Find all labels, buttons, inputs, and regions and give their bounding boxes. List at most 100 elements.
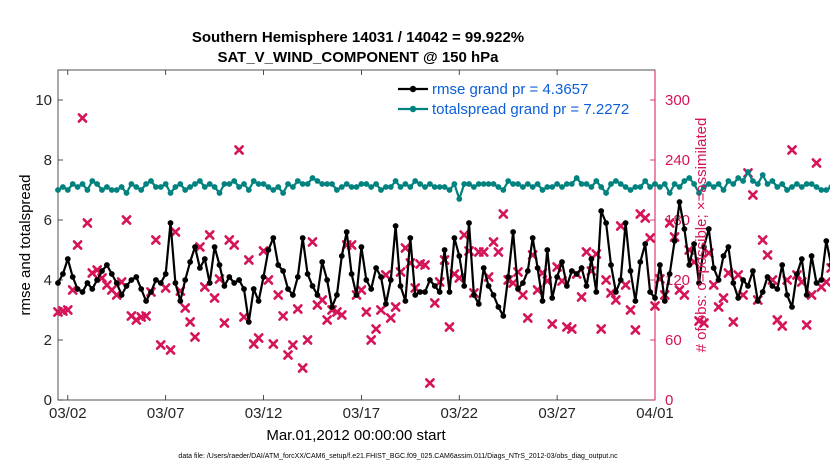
y-right-tick-label: 300 <box>665 92 690 109</box>
totalspread-point <box>226 181 233 187</box>
rmse-point <box>201 256 208 262</box>
obs-count-marker <box>630 325 641 335</box>
totalspread-point <box>485 181 492 187</box>
totalspread-point <box>735 175 742 181</box>
rmse-point <box>539 298 546 304</box>
totalspread-point <box>133 184 140 190</box>
obs-count-marker <box>566 324 577 334</box>
totalspread-point <box>559 184 565 190</box>
rmse-point <box>696 280 702 286</box>
rmse-point <box>466 220 472 226</box>
totalspread-point <box>681 178 688 184</box>
totalspread-point <box>794 181 800 187</box>
rmse-point <box>681 226 688 232</box>
obs-count-marker <box>278 311 288 321</box>
rmse-point <box>529 235 536 241</box>
rmse-point <box>735 295 742 301</box>
totalspread-point <box>632 184 639 190</box>
totalspread-point <box>104 184 110 190</box>
rmse-point <box>495 304 502 310</box>
legend-rmse-label: rmse grand pr = 4.3657 <box>432 81 588 98</box>
obs-count-marker <box>170 227 181 237</box>
obs-count-marker <box>307 237 318 247</box>
totalspread-point <box>373 181 379 187</box>
totalspread-point <box>113 187 120 193</box>
rmse-point <box>691 241 697 247</box>
rmse-point <box>206 280 213 286</box>
totalspread-point <box>808 181 815 187</box>
obs-count-marker <box>728 317 739 327</box>
obs-count-marker <box>268 339 279 349</box>
obs-count-marker <box>517 290 528 300</box>
rmse-point <box>647 289 653 295</box>
obs-count-marker <box>420 260 430 270</box>
totalspread-point <box>260 181 267 187</box>
rmse-point <box>686 262 693 268</box>
rmse-point <box>715 277 722 283</box>
rmse-point <box>177 298 184 304</box>
totalspread-point <box>740 178 746 184</box>
totalspread-point <box>89 178 96 184</box>
obs-count-marker <box>601 275 611 285</box>
obs-count-marker <box>77 113 88 123</box>
obs-count-marker <box>322 315 333 325</box>
totalspread-point <box>363 181 370 187</box>
obs-count-marker <box>121 215 132 225</box>
rmse-point <box>299 235 306 241</box>
totalspread-point <box>304 181 311 187</box>
y-right-tick-label: 240 <box>665 152 690 169</box>
rmse-point <box>461 283 468 289</box>
obs-count-marker <box>610 295 621 305</box>
obs-count-marker <box>640 213 651 223</box>
totalspread-point <box>153 184 159 190</box>
obs-count-marker <box>713 302 724 312</box>
obs-count-marker <box>390 302 401 312</box>
y-right-tick-label: 60 <box>665 332 682 349</box>
totalspread-point <box>769 178 776 184</box>
totalspread-point <box>368 184 375 190</box>
totalspread-point <box>524 181 531 187</box>
rmse-point <box>613 289 619 295</box>
obs-count-marker <box>498 209 509 219</box>
x-tick-label: 03/17 <box>343 405 381 422</box>
totalspread-point <box>652 181 658 187</box>
obs-count-marker <box>385 313 396 323</box>
obs-count-marker <box>708 280 719 290</box>
totalspread-point <box>529 184 536 190</box>
totalspread-point <box>436 184 443 190</box>
rmse-point <box>294 274 301 280</box>
totalspread-point <box>182 187 189 193</box>
totalspread-point <box>471 184 477 190</box>
totalspread-point <box>750 178 756 184</box>
totalspread-point <box>446 187 453 193</box>
totalspread-point <box>290 184 296 190</box>
totalspread-point <box>221 181 228 187</box>
totalspread-point <box>275 184 282 190</box>
totalspread-point <box>544 184 551 190</box>
rmse-point <box>750 268 756 274</box>
rmse-point <box>113 280 120 286</box>
totalspread-point <box>754 181 761 187</box>
rmse-point <box>520 280 526 286</box>
totalspread-point <box>319 181 326 187</box>
rmse-point <box>622 220 629 226</box>
obs-count-marker <box>606 288 616 298</box>
totalspread-point <box>334 187 340 193</box>
obs-count-marker <box>243 255 254 265</box>
rmse-point <box>593 289 600 295</box>
totalspread-point <box>710 184 717 190</box>
obs-count-marker <box>787 145 797 155</box>
obs-count-marker <box>165 345 176 355</box>
obs-count-marker <box>190 332 200 342</box>
obs-count-marker <box>562 322 572 332</box>
totalspread-point <box>813 184 820 190</box>
rmse-point <box>143 298 150 304</box>
rmse-point <box>290 292 296 298</box>
totalspread-point <box>598 184 605 190</box>
totalspread-point <box>412 178 419 184</box>
totalspread-point <box>818 187 825 193</box>
rmse-point <box>314 292 321 298</box>
rmse-point <box>794 271 800 277</box>
obs-count-marker <box>478 247 489 257</box>
totalspread-point <box>515 181 521 187</box>
